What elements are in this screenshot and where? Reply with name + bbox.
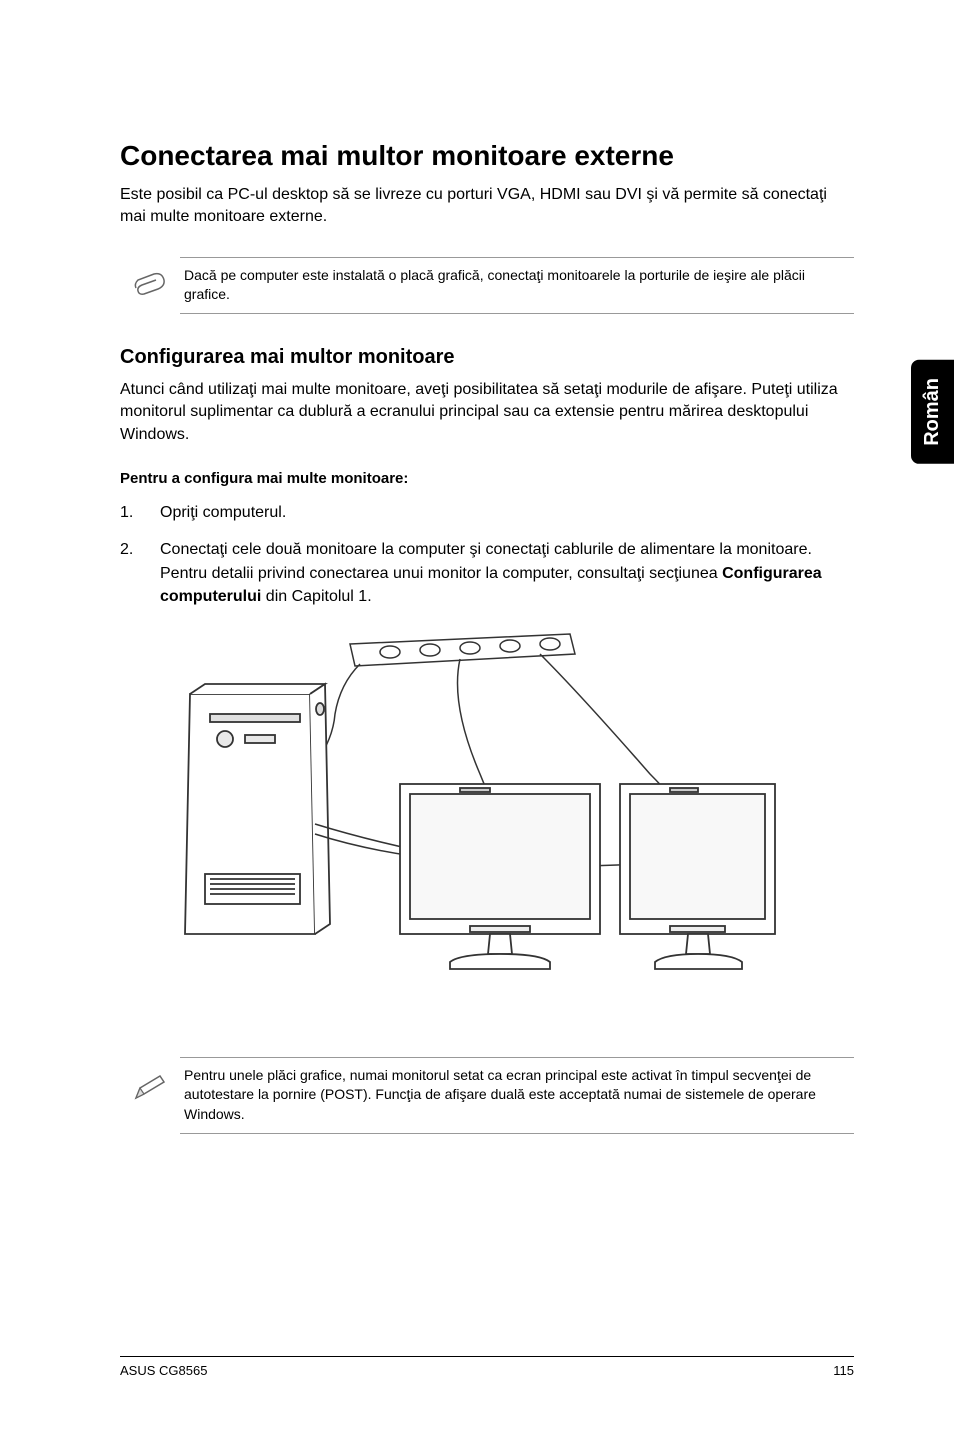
- paperclip-icon: [120, 266, 180, 304]
- pencil-icon: [120, 1066, 180, 1106]
- setup-illustration: [160, 624, 854, 1009]
- list-number: 2.: [120, 538, 160, 608]
- footer-model: ASUS CG8565: [120, 1363, 207, 1378]
- footer-page-number: 115: [833, 1363, 854, 1378]
- text-segment: Conectaţi cele două monitoare la compute…: [160, 541, 812, 581]
- language-tab: Român: [911, 360, 954, 464]
- note-text-2: Pentru unele plăci grafice, numai monito…: [180, 1066, 854, 1125]
- text-segment: din Capitolul 1.: [261, 588, 371, 605]
- note-text-1: Dacă pe computer este instalată o placă …: [180, 266, 854, 305]
- main-heading: Conectarea mai multor monitoare externe: [120, 140, 854, 172]
- note-box-2: Pentru unele plăci grafice, numai monito…: [180, 1057, 854, 1134]
- body-paragraph: Atunci când utilizaţi mai multe monitoar…: [120, 379, 854, 446]
- page-footer: ASUS CG8565 115: [120, 1356, 854, 1378]
- list-text: Opriţi computerul.: [160, 501, 854, 524]
- sub-heading: Configurarea mai multor monitoare: [120, 346, 854, 369]
- list-heading: Pentru a configura mai multe monitoare:: [120, 470, 854, 487]
- list-item-1: 1. Opriţi computerul.: [120, 501, 854, 524]
- note-box-1: Dacă pe computer este instalată o placă …: [180, 257, 854, 314]
- list-text: Conectaţi cele două monitoare la compute…: [160, 538, 854, 608]
- list-item-2: 2. Conectaţi cele două monitoare la comp…: [120, 538, 854, 608]
- page-content: Conectarea mai multor monitoare externe …: [0, 0, 954, 1438]
- list-number: 1.: [120, 501, 160, 524]
- intro-paragraph: Este posibil ca PC-ul desktop să se livr…: [120, 184, 854, 229]
